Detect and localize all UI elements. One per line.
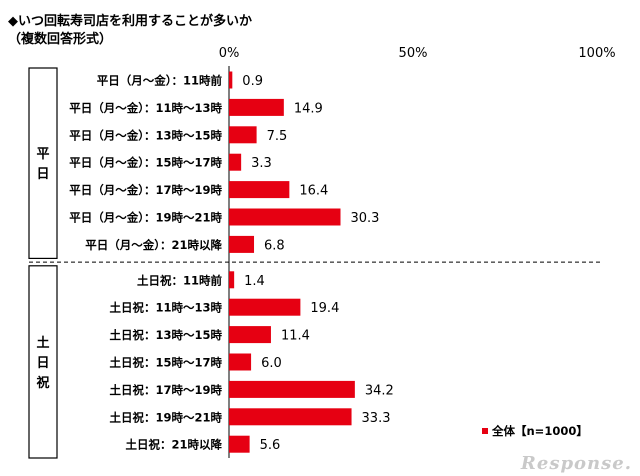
bar <box>229 435 250 453</box>
data-label: 34.2 <box>365 383 394 398</box>
data-label: 1.4 <box>244 274 265 289</box>
category-label: 平日（月～金）：11時～13時 <box>69 101 222 115</box>
data-label: 6.0 <box>261 356 282 371</box>
category-label: 平日（月～金）：11時前 <box>97 74 223 88</box>
data-label: 0.9 <box>242 74 263 89</box>
data-label: 33.3 <box>362 411 391 426</box>
bar <box>229 126 257 144</box>
category-label: 平日（月～金）：17時～19時 <box>69 183 222 197</box>
category-label: 土日祝：13時～15時 <box>109 328 222 342</box>
x-tick-label: 100% <box>578 46 615 61</box>
chart-title: ◆いつ回転寿司店を利用することが多いか <box>8 14 252 29</box>
bar <box>229 71 233 89</box>
data-label: 30.3 <box>351 211 380 226</box>
data-label: 3.3 <box>251 156 272 171</box>
data-label: 5.6 <box>260 438 281 453</box>
group-label: 平日 <box>36 147 49 182</box>
data-label: 11.4 <box>281 329 310 344</box>
data-label: 14.9 <box>294 101 323 116</box>
bar <box>229 181 290 199</box>
group-box-weekday <box>28 67 58 259</box>
category-label: 平日（月～金）：15時～17時 <box>69 156 222 170</box>
bar <box>229 380 355 398</box>
bar <box>229 326 271 344</box>
data-label: 16.4 <box>299 184 328 199</box>
data-label: 6.8 <box>264 238 285 253</box>
category-label: 平日（月～金）：21時以降 <box>85 238 222 252</box>
chart-subtitle: （複数回答形式） <box>8 32 113 47</box>
data-label: 19.4 <box>310 301 339 316</box>
bar <box>229 235 255 253</box>
bar <box>229 153 242 171</box>
bar <box>229 98 284 116</box>
bar <box>229 408 352 426</box>
bar <box>229 298 301 316</box>
x-tick-label: 50% <box>399 46 428 61</box>
bar <box>229 271 235 289</box>
category-label: 土日祝：19時～21時 <box>109 410 222 424</box>
category-label: 土日祝：17時～19時 <box>109 383 222 397</box>
category-label: 土日祝：15時～17時 <box>109 356 222 370</box>
category-label: 平日（月～金）：13時～15時 <box>69 128 222 142</box>
bar <box>229 208 341 226</box>
data-label: 7.5 <box>267 129 288 144</box>
legend-label: 全体【n=1000】 <box>491 424 588 438</box>
category-label: 平日（月～金）：19時～21時 <box>69 211 222 225</box>
category-label: 土日祝：21時以降 <box>125 438 222 452</box>
watermark-logo: Response. <box>520 453 632 474</box>
legend-swatch <box>482 428 488 434</box>
category-label: 土日祝：11時～13時 <box>109 301 222 315</box>
x-tick-label: 0% <box>219 46 240 61</box>
group-label: 土日祝 <box>36 335 49 391</box>
category-label: 土日祝：11時前 <box>137 273 223 287</box>
group-box-weekend <box>28 265 58 459</box>
bar <box>229 353 252 371</box>
